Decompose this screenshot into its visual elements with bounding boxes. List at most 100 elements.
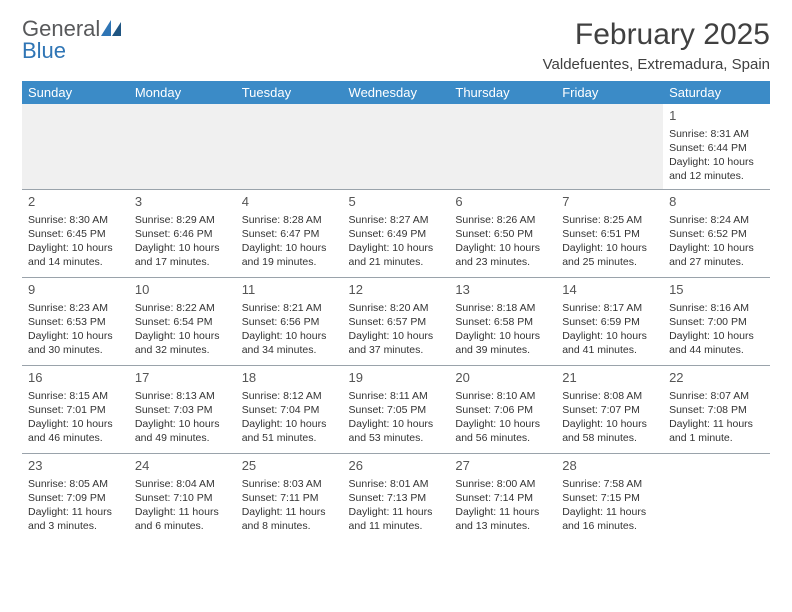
day-number: 20 [455, 369, 550, 387]
sunrise-text: Sunrise: 8:25 AM [562, 213, 657, 227]
sunrise-text: Sunrise: 8:13 AM [135, 389, 230, 403]
sunrise-text: Sunrise: 8:17 AM [562, 301, 657, 315]
daylight-text: Daylight: 10 hours [135, 417, 230, 431]
daylight-text: Daylight: 10 hours [349, 417, 444, 431]
sunrise-text: Sunrise: 8:15 AM [28, 389, 123, 403]
day-number: 23 [28, 457, 123, 475]
sunset-text: Sunset: 7:14 PM [455, 491, 550, 505]
day-number: 21 [562, 369, 657, 387]
sunrise-text: Sunrise: 8:11 AM [349, 389, 444, 403]
daylight-text: and 30 minutes. [28, 343, 123, 357]
sunrise-text: Sunrise: 8:26 AM [455, 213, 550, 227]
calendar-day-cell [129, 104, 236, 190]
weekday-header: Tuesday [236, 81, 343, 104]
sunrise-text: Sunrise: 8:23 AM [28, 301, 123, 315]
day-number: 18 [242, 369, 337, 387]
sunset-text: Sunset: 7:13 PM [349, 491, 444, 505]
sunset-text: Sunset: 7:07 PM [562, 403, 657, 417]
calendar-week-row: 9Sunrise: 8:23 AMSunset: 6:53 PMDaylight… [22, 278, 770, 366]
calendar-day-cell: 8Sunrise: 8:24 AMSunset: 6:52 PMDaylight… [663, 190, 770, 278]
calendar-day-cell: 2Sunrise: 8:30 AMSunset: 6:45 PMDaylight… [22, 190, 129, 278]
daylight-text: Daylight: 10 hours [28, 329, 123, 343]
sunset-text: Sunset: 6:54 PM [135, 315, 230, 329]
daylight-text: and 32 minutes. [135, 343, 230, 357]
calendar-day-cell: 9Sunrise: 8:23 AMSunset: 6:53 PMDaylight… [22, 278, 129, 366]
sunset-text: Sunset: 7:04 PM [242, 403, 337, 417]
calendar-page: General Blue February 2025 Valdefuentes,… [0, 0, 792, 560]
daylight-text: and 23 minutes. [455, 255, 550, 269]
sunset-text: Sunset: 7:01 PM [28, 403, 123, 417]
sunrise-text: Sunrise: 8:05 AM [28, 477, 123, 491]
calendar-day-cell [449, 104, 556, 190]
daylight-text: Daylight: 10 hours [28, 241, 123, 255]
day-number: 27 [455, 457, 550, 475]
sunset-text: Sunset: 7:11 PM [242, 491, 337, 505]
day-number: 24 [135, 457, 230, 475]
daylight-text: and 14 minutes. [28, 255, 123, 269]
calendar-day-cell: 17 Sunrise: 8:13 AMSunset: 7:03 PMDayligh… [129, 366, 236, 454]
daylight-text: Daylight: 10 hours [242, 417, 337, 431]
daylight-text: and 46 minutes. [28, 431, 123, 445]
sunrise-text: Sunrise: 8:24 AM [669, 213, 764, 227]
sunrise-text: Sunrise: 8:08 AM [562, 389, 657, 403]
sunset-text: Sunset: 7:15 PM [562, 491, 657, 505]
daylight-text: Daylight: 11 hours [349, 505, 444, 519]
calendar-table: Sunday Monday Tuesday Wednesday Thursday… [22, 81, 770, 542]
calendar-day-cell: 11Sunrise: 8:21 AMSunset: 6:56 PMDayligh… [236, 278, 343, 366]
daylight-text: Daylight: 10 hours [242, 241, 337, 255]
sunrise-text: Sunrise: 8:29 AM [135, 213, 230, 227]
calendar-day-cell: 18 Sunrise: 8:12 AMSunset: 7:04 PMDayligh… [236, 366, 343, 454]
calendar-day-cell: 7Sunrise: 8:25 AMSunset: 6:51 PMDaylight… [556, 190, 663, 278]
daylight-text: and 51 minutes. [242, 431, 337, 445]
calendar-day-cell: 28Sunrise: 7:58 AMSunset: 7:15 PMDayligh… [556, 454, 663, 542]
calendar-week-row: 1Sunrise: 8:31 AMSunset: 6:44 PMDaylight… [22, 104, 770, 190]
daylight-text: Daylight: 11 hours [455, 505, 550, 519]
sunrise-text: Sunrise: 8:22 AM [135, 301, 230, 315]
daylight-text: and 41 minutes. [562, 343, 657, 357]
daylight-text: and 13 minutes. [455, 519, 550, 533]
sunrise-text: Sunrise: 8:30 AM [28, 213, 123, 227]
calendar-day-cell: 26Sunrise: 8:01 AMSunset: 7:13 PMDayligh… [343, 454, 450, 542]
sunrise-text: Sunrise: 8:28 AM [242, 213, 337, 227]
title-block: February 2025 Valdefuentes, Extremadura,… [543, 18, 770, 73]
day-number: 17 [135, 369, 230, 387]
daylight-text: Daylight: 10 hours [28, 417, 123, 431]
calendar-day-cell: 5Sunrise: 8:27 AMSunset: 6:49 PMDaylight… [343, 190, 450, 278]
daylight-text: and 6 minutes. [135, 519, 230, 533]
calendar-day-cell: 10Sunrise: 8:22 AMSunset: 6:54 PMDayligh… [129, 278, 236, 366]
sunset-text: Sunset: 6:49 PM [349, 227, 444, 241]
sunset-text: Sunset: 6:58 PM [455, 315, 550, 329]
logo-sail-icon [101, 18, 121, 40]
daylight-text: and 27 minutes. [669, 255, 764, 269]
logo: General Blue [22, 18, 121, 62]
calendar-day-cell [663, 454, 770, 542]
sunset-text: Sunset: 6:56 PM [242, 315, 337, 329]
sunrise-text: Sunrise: 8:12 AM [242, 389, 337, 403]
day-number: 9 [28, 281, 123, 299]
day-number: 7 [562, 193, 657, 211]
daylight-text: Daylight: 11 hours [562, 505, 657, 519]
sunrise-text: Sunrise: 8:07 AM [669, 389, 764, 403]
daylight-text: and 49 minutes. [135, 431, 230, 445]
daylight-text: Daylight: 10 hours [455, 417, 550, 431]
calendar-day-cell: 6Sunrise: 8:26 AMSunset: 6:50 PMDaylight… [449, 190, 556, 278]
day-number: 16 [28, 369, 123, 387]
sunrise-text: Sunrise: 8:04 AM [135, 477, 230, 491]
weekday-header: Thursday [449, 81, 556, 104]
daylight-text: Daylight: 10 hours [242, 329, 337, 343]
daylight-text: Daylight: 10 hours [135, 329, 230, 343]
daylight-text: and 25 minutes. [562, 255, 657, 269]
calendar-day-cell: 24Sunrise: 8:04 AMSunset: 7:10 PMDayligh… [129, 454, 236, 542]
sunset-text: Sunset: 6:44 PM [669, 141, 764, 155]
calendar-day-cell: 21Sunrise: 8:08 AMSunset: 7:07 PMDayligh… [556, 366, 663, 454]
sunset-text: Sunset: 6:47 PM [242, 227, 337, 241]
calendar-day-cell: 3Sunrise: 8:29 AMSunset: 6:46 PMDaylight… [129, 190, 236, 278]
calendar-week-row: 2Sunrise: 8:30 AMSunset: 6:45 PMDaylight… [22, 190, 770, 278]
sunrise-text: Sunrise: 8:16 AM [669, 301, 764, 315]
sunrise-text: Sunrise: 8:18 AM [455, 301, 550, 315]
sunrise-text: Sunrise: 8:03 AM [242, 477, 337, 491]
daylight-text: Daylight: 10 hours [562, 329, 657, 343]
day-number: 14 [562, 281, 657, 299]
sunset-text: Sunset: 7:03 PM [135, 403, 230, 417]
daylight-text: Daylight: 10 hours [349, 329, 444, 343]
